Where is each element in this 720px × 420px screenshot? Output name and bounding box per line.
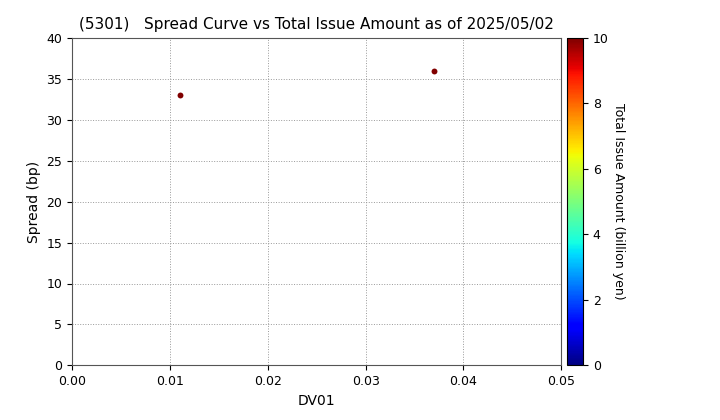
Point [428, 67, 440, 74]
X-axis label: DV01: DV01 [298, 394, 336, 408]
Title: (5301)   Spread Curve vs Total Issue Amount as of 2025/05/02: (5301) Spread Curve vs Total Issue Amoun… [79, 18, 554, 32]
Point [174, 92, 186, 98]
Y-axis label: Total Issue Amount (billion yen): Total Issue Amount (billion yen) [612, 103, 625, 300]
Y-axis label: Spread (bp): Spread (bp) [27, 160, 41, 243]
